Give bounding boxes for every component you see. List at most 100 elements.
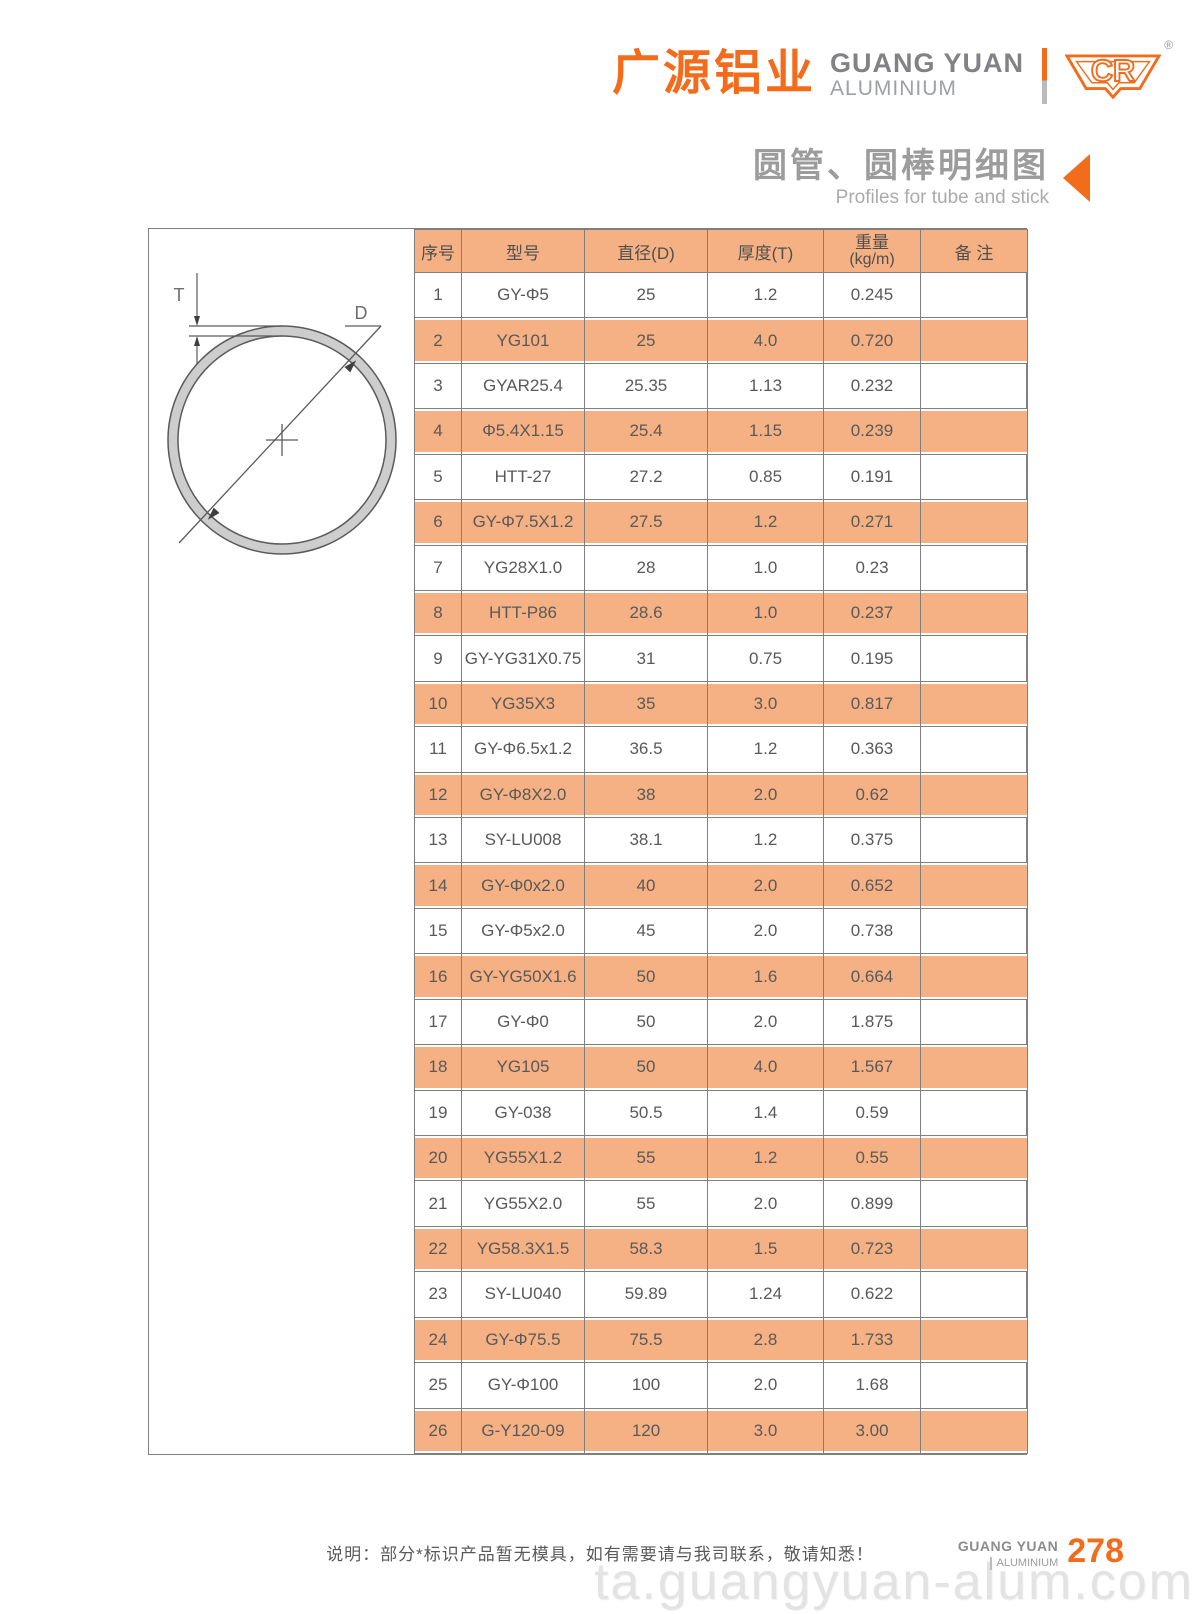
table-row: 3 GYAR25.4 25.35 1.13 0.232 xyxy=(414,362,1028,410)
cell-remark xyxy=(920,862,1028,909)
header-weight-unit: (kg/m) xyxy=(849,251,895,268)
cell-thickness: 2.0 xyxy=(707,771,824,819)
cell-diameter: 58.3 xyxy=(584,1225,708,1273)
cell-thickness: 1.13 xyxy=(707,362,824,410)
cell-diameter: 50.5 xyxy=(584,1089,708,1137)
brand-divider xyxy=(1042,48,1048,104)
cell-thickness: 1.6 xyxy=(707,953,824,1000)
cell-model: GY-Φ5 xyxy=(461,271,585,319)
cell-remark xyxy=(920,1180,1028,1227)
table-row: 6 GY-Φ7.5X1.2 27.5 1.2 0.271 xyxy=(414,499,1028,546)
table-row: 2 YG101 25 4.0 0.720 xyxy=(414,317,1028,364)
cell-model: GY-038 xyxy=(461,1089,585,1137)
cell-thickness: 1.0 xyxy=(707,544,824,591)
cell-model: YG101 xyxy=(461,317,585,364)
brand-name-chinese: 广源铝业 xyxy=(612,47,817,100)
header-model: 型号 xyxy=(461,229,585,273)
cell-model: Φ5.4X1.15 xyxy=(461,408,585,455)
cell-weight: 0.237 xyxy=(823,589,921,637)
cell-weight: 0.239 xyxy=(823,408,921,455)
cell-model: GY-Φ75.5 xyxy=(461,1316,585,1364)
cell-model: SY-LU040 xyxy=(461,1271,585,1318)
table-row: 9 GY-YG31X0.75 31 0.75 0.195 xyxy=(414,635,1028,682)
cell-diameter: 28.6 xyxy=(584,589,708,637)
brand-en-line2: ALUMINIUM xyxy=(830,77,957,100)
cell-thickness: 4.0 xyxy=(707,1044,824,1091)
cr-logo-icon: CR ® xyxy=(1064,38,1173,113)
brand-en-line1: GUANG YUAN xyxy=(830,48,1025,78)
footer-brand-line1: GUANG YUAN xyxy=(957,1538,1059,1554)
cell-model: SY-LU008 xyxy=(461,817,585,864)
cell-weight: 0.899 xyxy=(823,1180,921,1227)
cell-remark xyxy=(920,453,1028,501)
cell-thickness: 3.0 xyxy=(707,680,824,728)
table-row: 12 GY-Φ8X2.0 38 2.0 0.62 xyxy=(414,771,1028,819)
cell-diameter: 40 xyxy=(584,862,708,909)
cell-thickness: 0.85 xyxy=(707,453,824,501)
cell-diameter: 35 xyxy=(584,680,708,728)
cell-thickness: 1.24 xyxy=(707,1271,824,1318)
cell-weight: 0.271 xyxy=(823,499,921,546)
cell-thickness: 2.0 xyxy=(707,862,824,909)
table-row: 19 GY-038 50.5 1.4 0.59 xyxy=(414,1089,1028,1137)
cell-thickness: 1.4 xyxy=(707,1089,824,1137)
cell-diameter: 27.5 xyxy=(584,499,708,546)
cell-index: 7 xyxy=(414,544,462,591)
cell-remark xyxy=(920,408,1028,455)
cell-model: GY-Φ0x2.0 xyxy=(461,862,585,909)
cell-index: 18 xyxy=(414,1044,462,1091)
cell-index: 5 xyxy=(414,453,462,501)
cell-weight: 0.55 xyxy=(823,1135,921,1182)
cell-thickness: 1.2 xyxy=(707,499,824,546)
table-row: 18 YG105 50 4.0 1.567 xyxy=(414,1044,1028,1091)
cell-thickness: 1.2 xyxy=(707,817,824,864)
cell-model: HTT-P86 xyxy=(461,589,585,637)
cell-model: GY-Φ100 xyxy=(461,1362,585,1409)
cell-diameter: 55 xyxy=(584,1135,708,1182)
cell-index: 23 xyxy=(414,1271,462,1318)
cell-weight: 0.62 xyxy=(823,771,921,819)
cell-thickness: 1.2 xyxy=(707,726,824,773)
cell-weight: 0.59 xyxy=(823,1089,921,1137)
cell-remark xyxy=(920,1044,1028,1091)
cell-index: 14 xyxy=(414,862,462,909)
cell-weight: 1.567 xyxy=(823,1044,921,1091)
cell-model: GY-Φ7.5X1.2 xyxy=(461,499,585,546)
cell-remark xyxy=(920,499,1028,546)
table-row: 21 YG55X2.0 55 2.0 0.899 xyxy=(414,1180,1028,1227)
cell-weight: 1.875 xyxy=(823,998,921,1046)
cell-weight: 0.622 xyxy=(823,1271,921,1318)
tube-diagram-panel: D T xyxy=(149,229,414,1454)
title-arrow-icon xyxy=(1063,153,1090,202)
page-title: 圆管、圆棒明细图 Profiles for tube and stick xyxy=(753,146,1090,209)
header-index: 序号 xyxy=(414,229,462,273)
cell-model: GYAR25.4 xyxy=(461,362,585,410)
cell-index: 4 xyxy=(414,408,462,455)
cell-index: 8 xyxy=(414,589,462,637)
table-row: 24 GY-Φ75.5 75.5 2.8 1.733 xyxy=(414,1316,1028,1364)
cell-weight: 0.195 xyxy=(823,635,921,682)
cell-weight: 0.23 xyxy=(823,544,921,591)
cell-diameter: 25 xyxy=(584,271,708,319)
cell-remark xyxy=(920,1362,1028,1409)
table-row: 7 YG28X1.0 28 1.0 0.23 xyxy=(414,544,1028,591)
cell-weight: 3.00 xyxy=(823,1407,921,1455)
cell-weight: 1.733 xyxy=(823,1316,921,1364)
cell-remark xyxy=(920,1225,1028,1273)
cell-diameter: 75.5 xyxy=(584,1316,708,1364)
table-row: 11 GY-Φ6.5x1.2 36.5 1.2 0.363 xyxy=(414,726,1028,773)
table-row: 22 YG58.3X1.5 58.3 1.5 0.723 xyxy=(414,1225,1028,1273)
footer-note: 说明：部分*标识产品暂无模具，如有需要请与我司联系，敬请知悉！ xyxy=(326,1545,874,1564)
brand-name-english: GUANG YUAN ALUMINIUM xyxy=(830,42,1024,100)
table-row: 10 YG35X3 35 3.0 0.817 xyxy=(414,680,1028,728)
cell-diameter: 55 xyxy=(584,1180,708,1227)
cell-weight: 0.375 xyxy=(823,817,921,864)
cell-diameter: 25 xyxy=(584,317,708,364)
table-row: 26 G-Y120-09 120 3.0 3.00 xyxy=(414,1407,1028,1455)
cell-index: 15 xyxy=(414,907,462,955)
cell-weight: 1.68 xyxy=(823,1362,921,1409)
brand-header: 广源铝业 GUANG YUAN ALUMINIUM CR ® xyxy=(612,38,1173,113)
cell-thickness: 1.2 xyxy=(707,1135,824,1182)
cell-model: YG28X1.0 xyxy=(461,544,585,591)
cell-remark xyxy=(920,1407,1028,1455)
